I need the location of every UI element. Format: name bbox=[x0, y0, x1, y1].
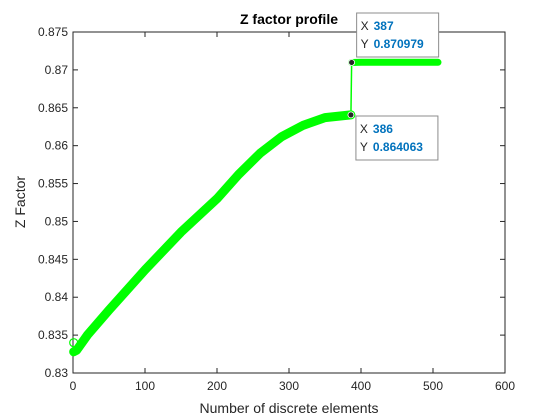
series-start-marker bbox=[69, 338, 79, 348]
y-tick-label: 0.84 bbox=[45, 290, 69, 304]
plot-frame bbox=[72, 31, 506, 374]
x-tick-label: 500 bbox=[423, 379, 443, 393]
series-jump bbox=[350, 62, 353, 115]
datatip-marker bbox=[348, 59, 356, 66]
x-tick-label: 100 bbox=[135, 379, 155, 393]
y-tick-label: 0.86 bbox=[45, 139, 69, 153]
datatip-x-value: 387 bbox=[374, 19, 394, 33]
y-tick-label: 0.835 bbox=[38, 328, 68, 342]
datatip-x-value: 386 bbox=[373, 122, 393, 136]
datatip-marker bbox=[347, 111, 355, 119]
x-tick-label: 200 bbox=[207, 379, 227, 393]
datatip-y-value: 0.870979 bbox=[374, 37, 424, 51]
datatip-x-label: X bbox=[360, 122, 368, 136]
y-tick-label: 0.875 bbox=[38, 25, 68, 39]
y-tick-label: 0.845 bbox=[38, 252, 68, 266]
datatip-box bbox=[355, 115, 439, 161]
datatip-y-label: Y bbox=[361, 37, 369, 51]
y-tick-label: 0.87 bbox=[45, 63, 69, 77]
datatip-y-value: 0.864063 bbox=[373, 140, 423, 154]
y-tick-label: 0.85 bbox=[45, 214, 69, 228]
y-tick-label: 0.855 bbox=[38, 177, 68, 191]
y-axis-label: Z Factor bbox=[12, 176, 28, 228]
chart-title: Z factor profile bbox=[240, 11, 338, 27]
datatip-box bbox=[356, 12, 440, 58]
series-line-lower bbox=[69, 110, 356, 357]
y-tick-label: 0.83 bbox=[45, 366, 69, 380]
datatip-y-label: Y bbox=[360, 140, 368, 154]
x-tick-label: 300 bbox=[279, 379, 299, 393]
x-tick-label: 0 bbox=[70, 379, 77, 393]
x-tick-label: 600 bbox=[495, 379, 515, 393]
y-tick-label: 0.865 bbox=[38, 101, 68, 115]
x-axis-label: Number of discrete elements bbox=[200, 400, 379, 416]
x-tick-label: 400 bbox=[351, 379, 371, 393]
datatip-x-label: X bbox=[361, 19, 369, 33]
